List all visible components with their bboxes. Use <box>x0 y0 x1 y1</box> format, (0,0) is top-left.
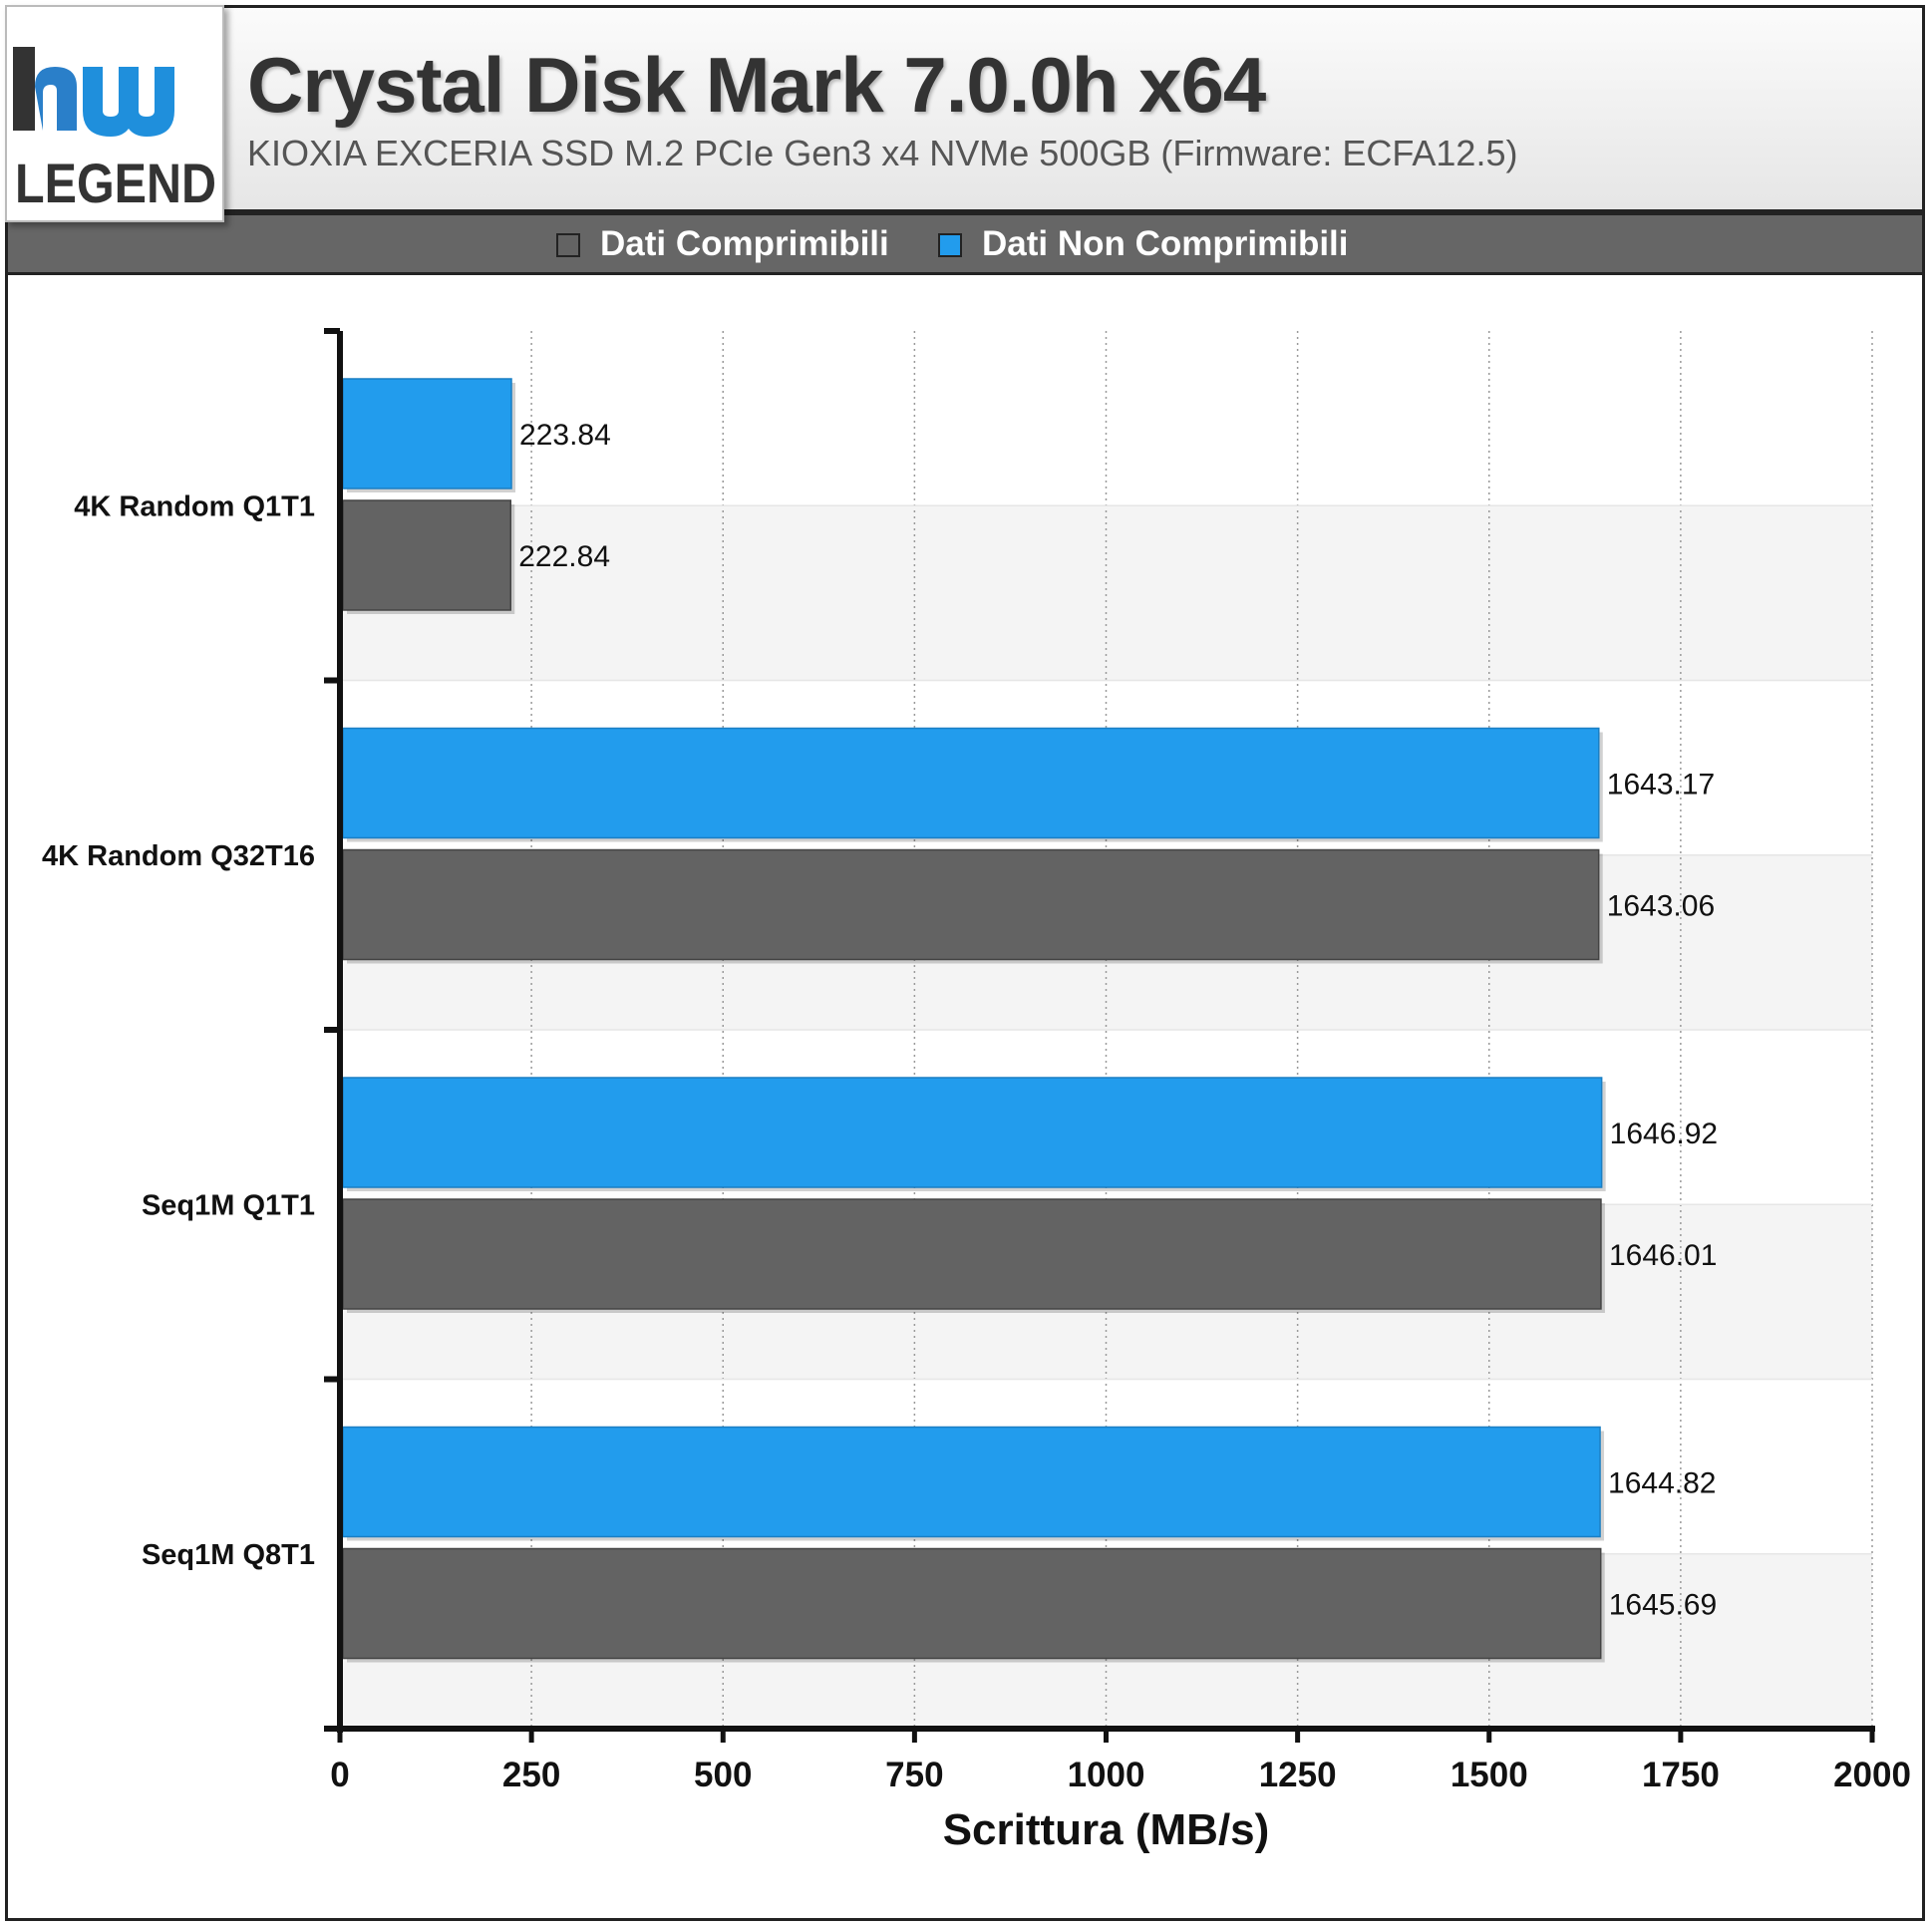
bar <box>342 378 512 489</box>
bar <box>342 848 1600 961</box>
bar <box>342 1077 1603 1188</box>
x-tick-label: 250 <box>502 1756 560 1794</box>
x-tick-label: 2000 <box>1833 1756 1911 1794</box>
x-tick-label: 1000 <box>1068 1756 1145 1794</box>
data-label: 1646.01 <box>1609 1239 1717 1272</box>
legend-swatch-blue <box>938 233 962 257</box>
x-tick-label: 750 <box>885 1756 943 1794</box>
category-label: 4K Random Q32T16 <box>42 840 315 872</box>
category-label: Seq1M Q8T1 <box>142 1539 315 1571</box>
bar <box>342 1198 1602 1310</box>
data-label: 222.84 <box>518 540 610 573</box>
data-label: 223.84 <box>519 419 611 452</box>
data-label: 1645.69 <box>1609 1589 1717 1622</box>
category-label: 4K Random Q1T1 <box>74 490 315 522</box>
legend-label: Dati Non Comprimibili <box>982 224 1349 263</box>
hwlegend-logo: LEGEND <box>5 5 224 222</box>
x-tick-label: 1750 <box>1642 1756 1720 1794</box>
legend-item-non-comprimibili: Dati Non Comprimibili <box>938 224 1349 263</box>
data-label: 1646.92 <box>1610 1118 1718 1150</box>
logo-mark <box>13 47 35 131</box>
x-tick-label: 1250 <box>1259 1756 1337 1794</box>
x-axis-title: Scrittura (MB/s) <box>943 1805 1270 1854</box>
x-tick-label: 500 <box>694 1756 752 1794</box>
x-tick-label: 1500 <box>1450 1756 1528 1794</box>
data-label: 1643.06 <box>1607 890 1715 923</box>
logo-mark <box>35 67 77 131</box>
legend-swatch-gray <box>556 233 580 257</box>
chart-subtitle: KIOXIA EXCERIA SSD M.2 PCIe Gen3 x4 NVMe… <box>247 133 1518 173</box>
x-tick-label: 0 <box>330 1756 349 1794</box>
plot-stripe <box>340 331 1872 506</box>
chart-title: Crystal Disk Mark 7.0.0h x64 <box>247 41 1266 129</box>
bar <box>342 499 512 611</box>
legend-item-comprimibili: Dati Comprimibili <box>556 224 889 263</box>
chart-header: Crystal Disk Mark 7.0.0h x64 KIOXIA EXCE… <box>5 5 1925 212</box>
bar <box>342 1547 1602 1660</box>
logo-text: LEGEND <box>15 152 216 214</box>
data-label: 1643.17 <box>1607 769 1715 802</box>
bar <box>342 1426 1601 1538</box>
legend-label: Dati Comprimibili <box>600 224 889 263</box>
logo-mark <box>83 67 174 137</box>
category-label: Seq1M Q1T1 <box>142 1189 315 1221</box>
legend: Dati Comprimibili Dati Non Comprimibili <box>5 212 1925 275</box>
bar <box>342 727 1600 839</box>
data-label: 1644.82 <box>1608 1467 1716 1500</box>
